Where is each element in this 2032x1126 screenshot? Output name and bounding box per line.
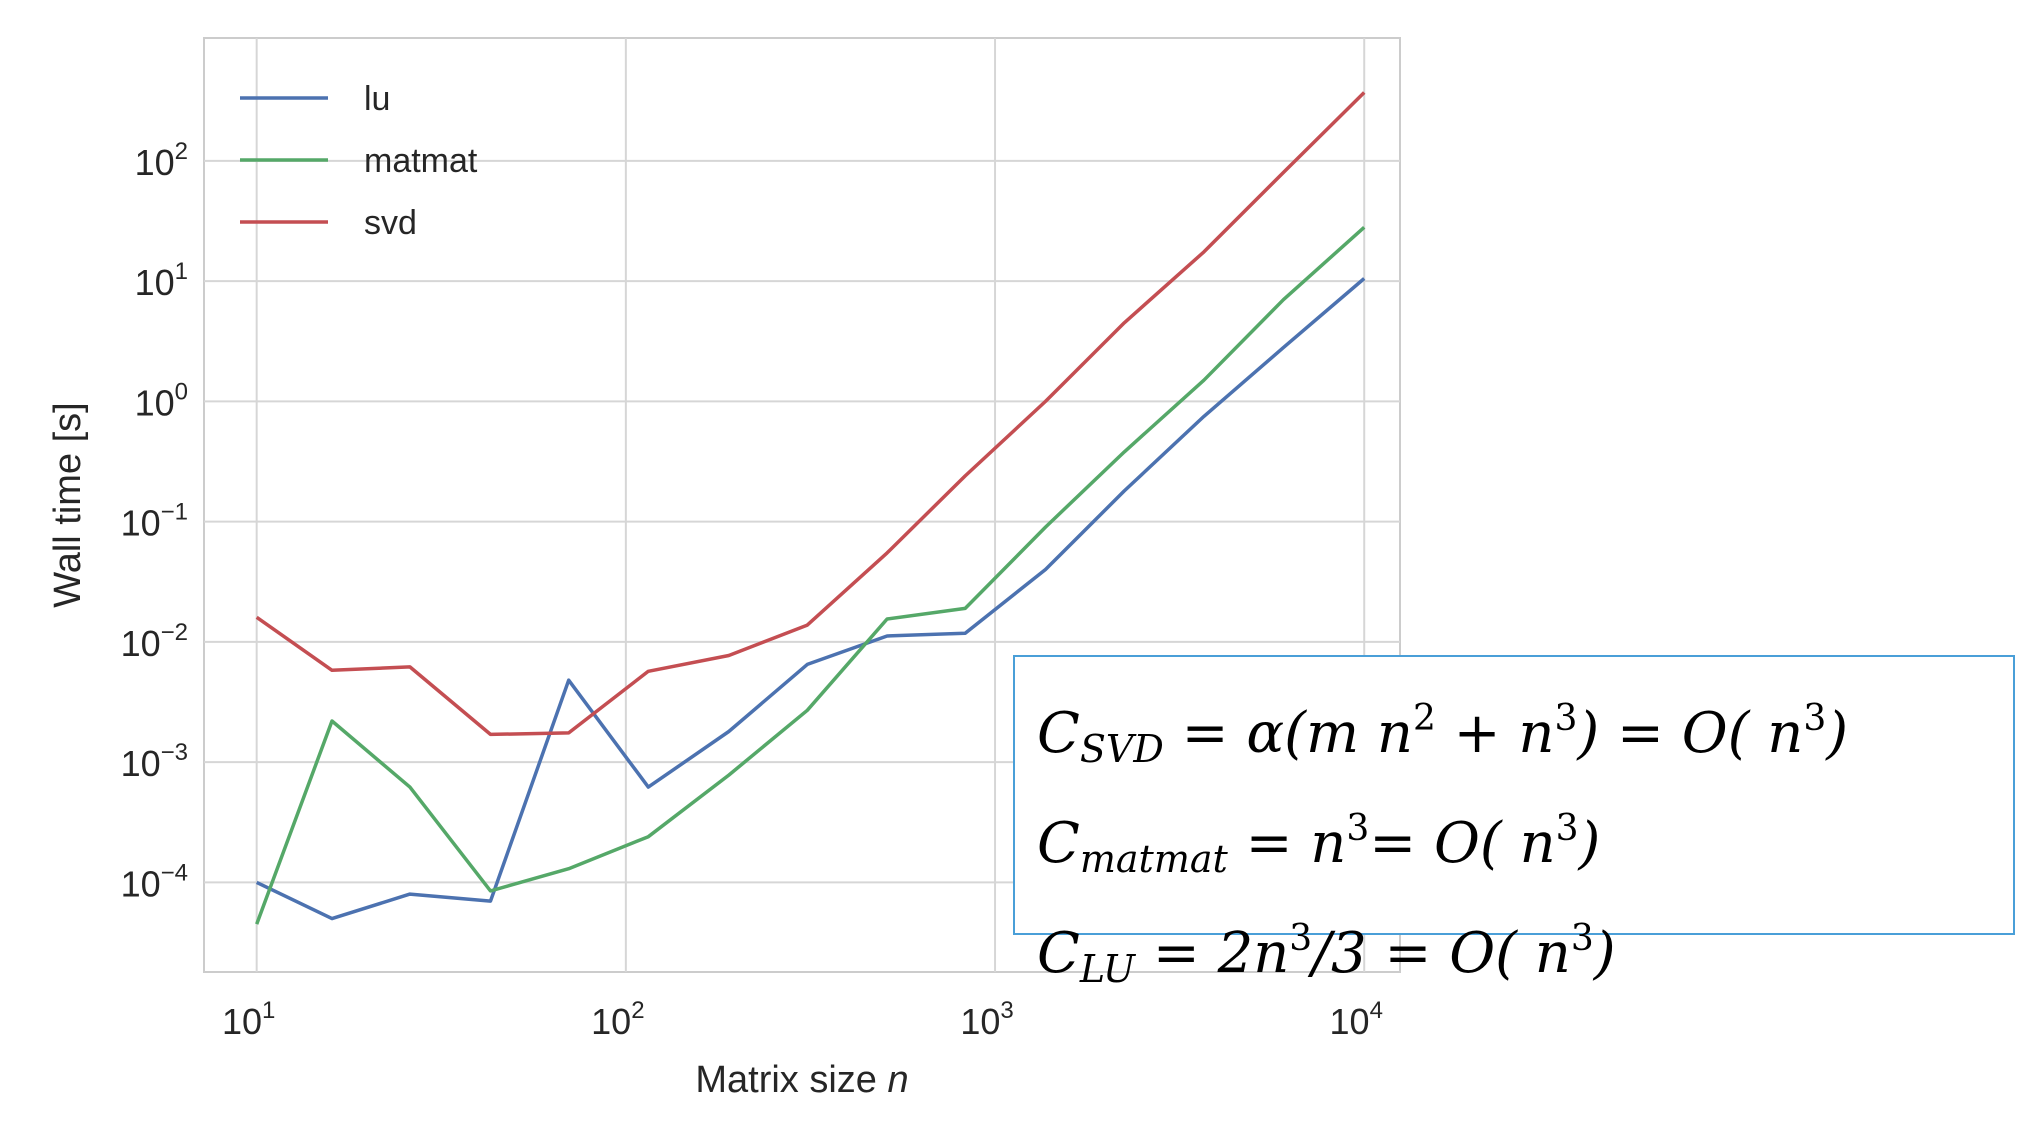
y-tick-label: 10−3 bbox=[121, 739, 188, 784]
y-tick-label: 102 bbox=[135, 138, 188, 183]
x-tick-labels: 101 102 103 104 bbox=[222, 997, 1383, 1042]
y-tick-label: 10−4 bbox=[121, 859, 188, 904]
legend: lu matmat svd bbox=[240, 80, 478, 242]
y-tick-label: 101 bbox=[135, 258, 188, 303]
legend-label-svd: svd bbox=[364, 204, 417, 242]
x-tick-label: 103 bbox=[960, 997, 1013, 1042]
y-tick-label: 10−2 bbox=[121, 619, 188, 664]
series-line-matmat bbox=[255, 225, 1366, 925]
x-tick-label: 101 bbox=[222, 997, 275, 1042]
x-axis-label: Matrix size n bbox=[695, 1059, 908, 1101]
y-axis-label: Wall time [s] bbox=[47, 402, 89, 608]
y-tick-label: 10−1 bbox=[121, 499, 188, 544]
legend-label-lu: lu bbox=[364, 80, 390, 118]
series-lines bbox=[255, 91, 1366, 925]
series-line-svd bbox=[255, 91, 1366, 737]
y-tick-labels: 10−4 10−3 10−2 10−1 100 101 102 bbox=[121, 138, 188, 905]
x-tick-label: 104 bbox=[1330, 997, 1383, 1042]
formula-matmat: Cmatmat = n3= O( n3) bbox=[1037, 808, 1601, 881]
formula-svd: CSVD = α(m n2 + n3) = O( n3) bbox=[1037, 698, 1849, 771]
formula-lu: CLU = 2n3/3 = O( n3) bbox=[1037, 918, 1616, 991]
legend-label-matmat: matmat bbox=[364, 142, 478, 180]
x-tick-label: 102 bbox=[591, 997, 644, 1042]
y-tick-label: 100 bbox=[135, 378, 188, 423]
series-line-lu bbox=[255, 277, 1366, 921]
complexity-formula-box: CSVD = α(m n2 + n3) = O( n3) Cmatmat = n… bbox=[1013, 655, 2015, 991]
